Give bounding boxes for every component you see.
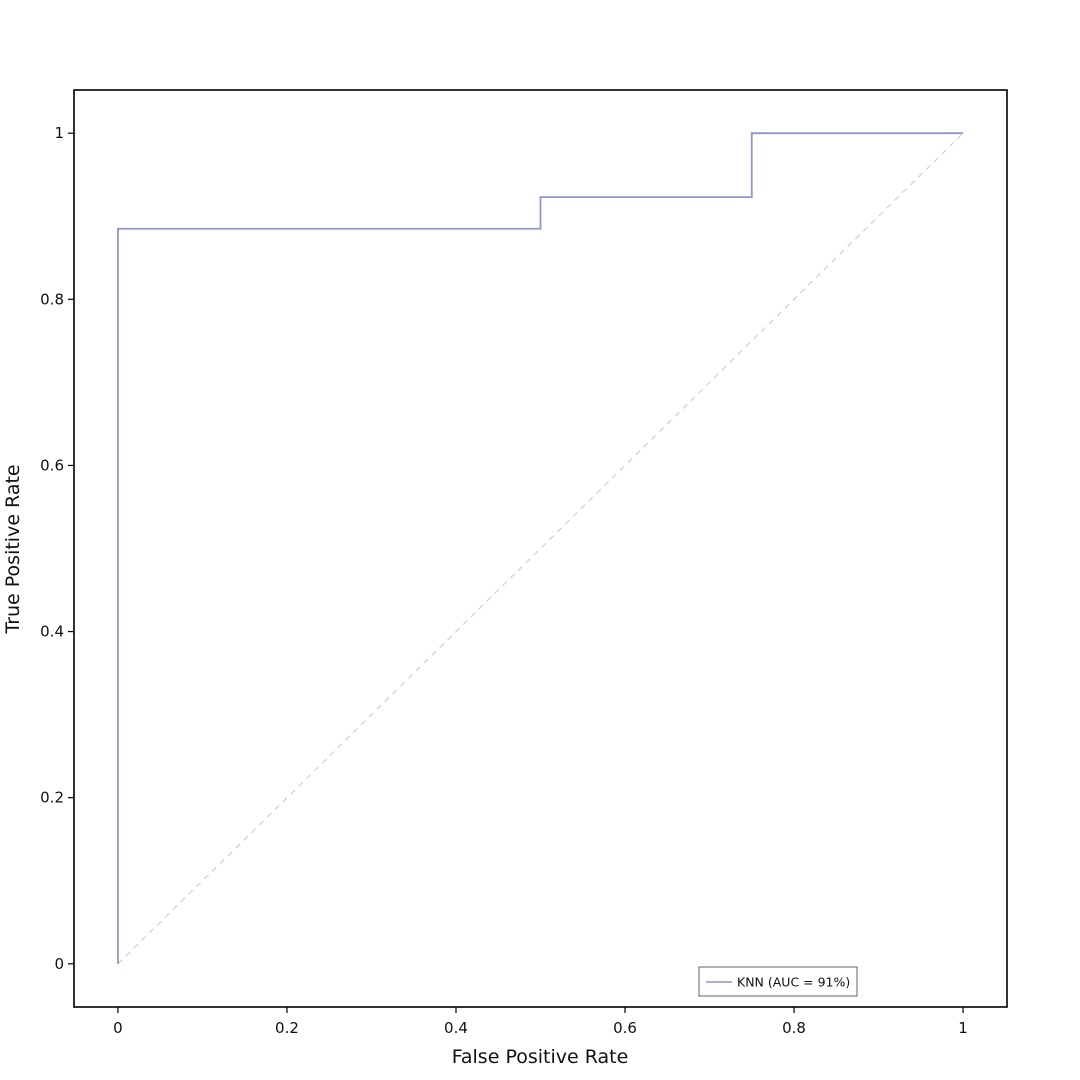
legend-label: KNN (AUC = 91%) — [737, 975, 850, 990]
x-tick-label: 0.4 — [444, 1019, 468, 1037]
x-axis: 0 0.2 0.4 0.6 0.8 1 — [113, 1007, 968, 1037]
plot-frame — [73, 89, 1008, 1008]
legend: KNN (AUC = 91%) — [698, 966, 858, 997]
series-line-0 — [117, 132, 964, 964]
plot-area — [117, 132, 964, 965]
x-tick-label: 1 — [958, 1019, 968, 1037]
y-tick-label: 0.4 — [40, 623, 64, 641]
reference-diagonal-line — [117, 132, 964, 965]
y-axis: 0 0.2 0.4 0.6 0.8 1 — [40, 124, 74, 973]
x-tick-label: 0.6 — [613, 1019, 637, 1037]
y-tick-label: 0 — [54, 955, 64, 973]
x-tick-label: 0 — [113, 1019, 123, 1037]
y-axis-label: True Positive Rate — [2, 464, 24, 634]
y-tick-label: 0.8 — [40, 290, 64, 308]
y-tick-label: 0.6 — [40, 456, 64, 474]
y-tick-label: 1 — [54, 124, 64, 142]
x-tick-label: 0.2 — [275, 1019, 299, 1037]
x-axis-label: False Positive Rate — [452, 1046, 629, 1068]
y-tick-label: 0.2 — [40, 789, 64, 807]
x-tick-label: 0.8 — [782, 1019, 806, 1037]
